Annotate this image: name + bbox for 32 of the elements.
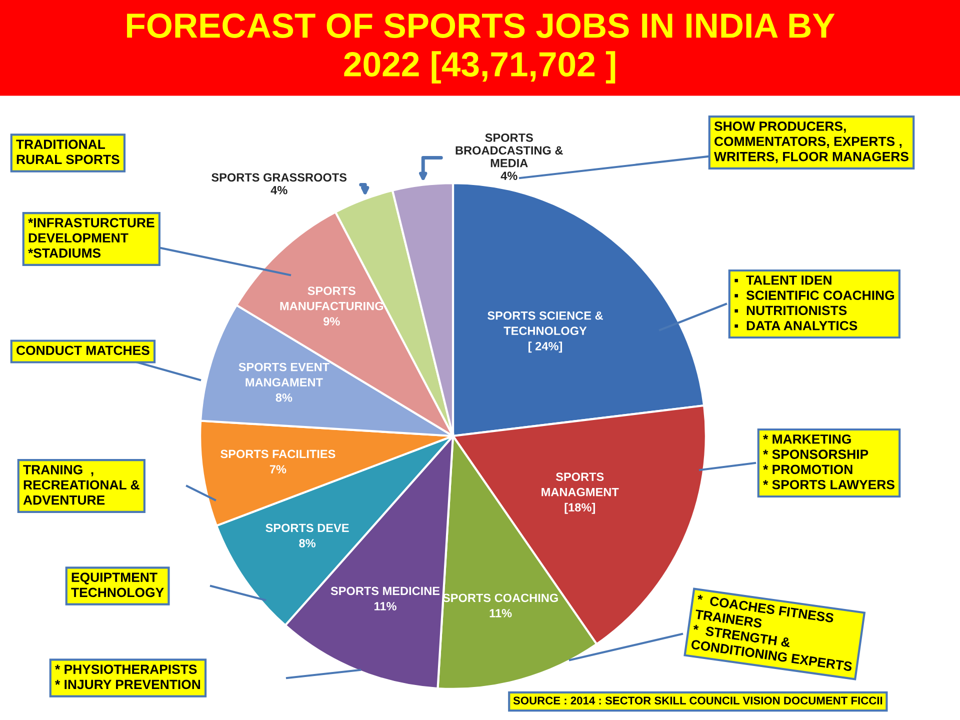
data-label: [ 24%] xyxy=(528,342,562,353)
chart-title: FORECAST OF SPORTS JOBS IN INDIA BY 2022 [43,71,702 ] xyxy=(127,13,835,84)
data-label: 9% xyxy=(324,317,340,326)
slice-label: SPORTS GRASSROOTS xyxy=(212,173,347,182)
data-label: 11% xyxy=(490,609,512,618)
data-label: 8% xyxy=(299,539,316,548)
text: TRADITIONAL RURAL SPORTS xyxy=(16,140,120,164)
text: EQUIPTMENT TECHNOLOGY xyxy=(71,572,164,598)
data-label: 11% xyxy=(374,602,396,610)
source-note: SOURCE : 2014 : SECTOR SKILL COUNCIL VISION DOCUMENT FICCII xyxy=(513,696,882,704)
text: SHOW PRODUCERS, COMMENTATORS, EXPERTS , WRITERS, FLOOR MANAGERS xyxy=(714,122,908,164)
data-label: 4% xyxy=(500,172,518,180)
data-label: 8% xyxy=(276,393,292,402)
slice-label: SPORTS MANAGMENT xyxy=(542,472,619,496)
text: * PHYSIOTHERAPISTS * INJURY PREVENTION xyxy=(55,664,200,690)
slice-label: SPORTS MEDICINE xyxy=(330,586,440,596)
text: ▪ TALENT IDEN ▪ SCIENTIFIC COACHING ▪ NUTRITIONISTS ▪ DATA ANALYTICS xyxy=(734,276,894,330)
slice-label: SPORTS COACHING xyxy=(442,594,558,602)
data-label: 4% xyxy=(270,186,288,194)
data-label: 7% xyxy=(270,465,286,474)
slice-label: SPORTS SCIENCE & TECHNOLOGY xyxy=(488,311,603,336)
slice-label: SPORTS BROADCASTING & MEDIA xyxy=(456,133,563,168)
slice-label: SPORTS DEVE xyxy=(266,524,349,532)
text: TRANING , RECREATIONAL & ADVENTURE xyxy=(23,465,140,505)
data-label: [18%] xyxy=(564,502,595,514)
text: * COACHES FITNESS TRAINERS * STRENGTH & CONDITIONING EXPERTS xyxy=(690,594,852,672)
slice-label: SPORTS EVENT MANGAMENT xyxy=(238,362,330,386)
slice-label: SPORTS FACILITIES xyxy=(220,450,336,458)
text: CONDUCT MATCHES xyxy=(16,346,150,356)
text: *INFRASTURCTURE DEVELOPMENT *STADIUMS xyxy=(28,218,154,258)
slice-label: SPORTS MANUFACTURING xyxy=(280,286,384,310)
text: * MARKETING * SPONSORSHIP * PROMOTION * SPORTS LAWYERS xyxy=(763,434,894,490)
